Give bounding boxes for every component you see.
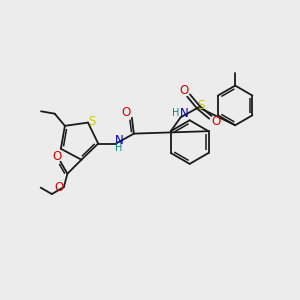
Text: O: O (179, 84, 188, 97)
Text: H: H (115, 143, 123, 154)
Text: O: O (212, 115, 221, 128)
Text: S: S (197, 99, 204, 112)
Text: S: S (88, 115, 96, 128)
Text: H: H (172, 108, 179, 118)
Text: O: O (121, 106, 130, 119)
Text: N: N (115, 134, 123, 147)
Text: O: O (54, 181, 64, 194)
Text: O: O (52, 150, 61, 163)
Text: N: N (180, 107, 189, 120)
